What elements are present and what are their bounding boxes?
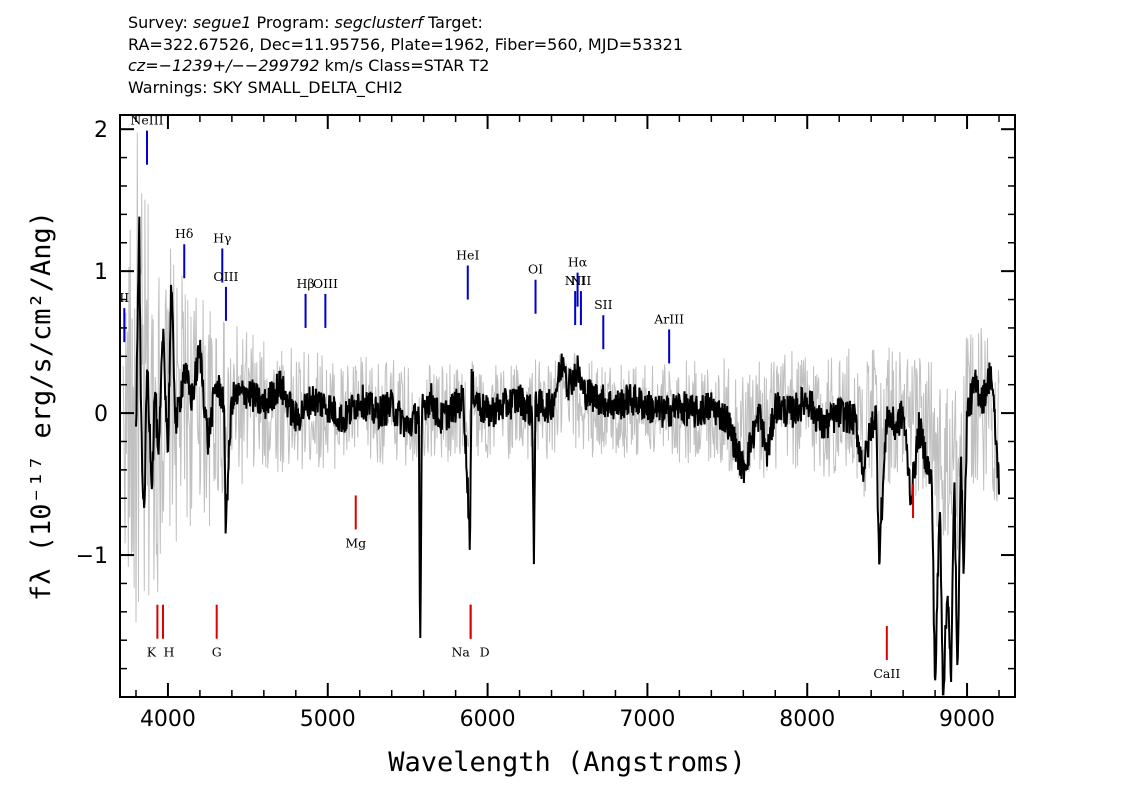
absorption-line-label: CaII	[873, 666, 900, 681]
y-tick-label: 1	[94, 260, 108, 285]
emission-line-label: Hβ	[296, 276, 314, 291]
survey-prefix: Survey:	[128, 13, 193, 32]
error-series-line	[122, 132, 1000, 623]
emission-line-label: NII	[565, 273, 586, 288]
header-redshift-line: cz=−1239+/−−299792 km/s Class=STAR T2	[128, 55, 683, 77]
program-name: segclusterf	[334, 13, 423, 32]
axis-ticks-layer: 4000 5000 6000 7000 8000 9000 −1 0 1 2	[76, 115, 1015, 732]
x-tick-label: 5000	[300, 707, 356, 732]
emission-line-label: Hδ	[175, 226, 193, 241]
emission-line-label: Hγ	[213, 231, 231, 246]
target-prefix: Target:	[422, 13, 483, 32]
emission-line-label: NeIII	[130, 113, 163, 128]
header-survey-line: Survey: segue1 Program: segclusterf Targ…	[128, 12, 683, 34]
y-axis-title: fλ (10⁻¹⁷ erg/s/cm²/Ang)	[26, 211, 57, 601]
x-tick-label: 6000	[460, 707, 516, 732]
x-tick-label: 4000	[140, 707, 196, 732]
emission-line-label: Hα	[568, 255, 588, 270]
redshift-value: cz=−1239+/−−299792	[128, 56, 320, 75]
program-prefix: Program:	[251, 13, 335, 32]
emission-line-label: OIII	[213, 269, 238, 284]
y-tick-label: −1	[76, 544, 108, 569]
absorption-line-label: Na	[451, 645, 470, 660]
absorption-line-label: H	[164, 645, 175, 660]
absorption-line-label: D	[480, 645, 490, 660]
x-tick-label: 9000	[939, 707, 995, 732]
absorption-line-label: G	[212, 645, 222, 660]
header-coords-line: RA=322.67526, Dec=11.95756, Plate=1962, …	[128, 34, 684, 54]
survey-name: segue1	[192, 13, 252, 32]
spectrum-header: Survey: segue1 Program: segclusterf Targ…	[128, 12, 683, 98]
y-tick-label: 2	[94, 118, 108, 143]
x-tick-label: 8000	[779, 707, 835, 732]
flux-series-line	[135, 216, 1000, 696]
emission-line-label: HeI	[456, 248, 479, 263]
x-axis-title: Wavelength (Angstroms)	[388, 747, 746, 778]
flux-series-layer	[135, 216, 1000, 696]
header-warnings-line: Warnings: SKY SMALL_DELTA_CHI2	[128, 77, 403, 97]
absorption-line-label: K	[147, 645, 157, 660]
plot-frame	[119, 114, 1016, 698]
emission-line-label: II	[119, 290, 129, 305]
absorption-line-label: Mg	[345, 535, 366, 550]
emission-line-label: SII	[594, 297, 613, 312]
class-value: km/s Class=STAR T2	[319, 56, 490, 75]
emission-line-label: NII	[571, 273, 592, 288]
emission-line-label: ArIII	[653, 311, 684, 326]
y-tick-label: 0	[94, 402, 108, 427]
emission-line-label: OI	[528, 262, 543, 277]
emission-line-label: OIII	[313, 276, 338, 291]
error-series-layer	[122, 132, 1000, 623]
x-tick-label: 7000	[619, 707, 675, 732]
